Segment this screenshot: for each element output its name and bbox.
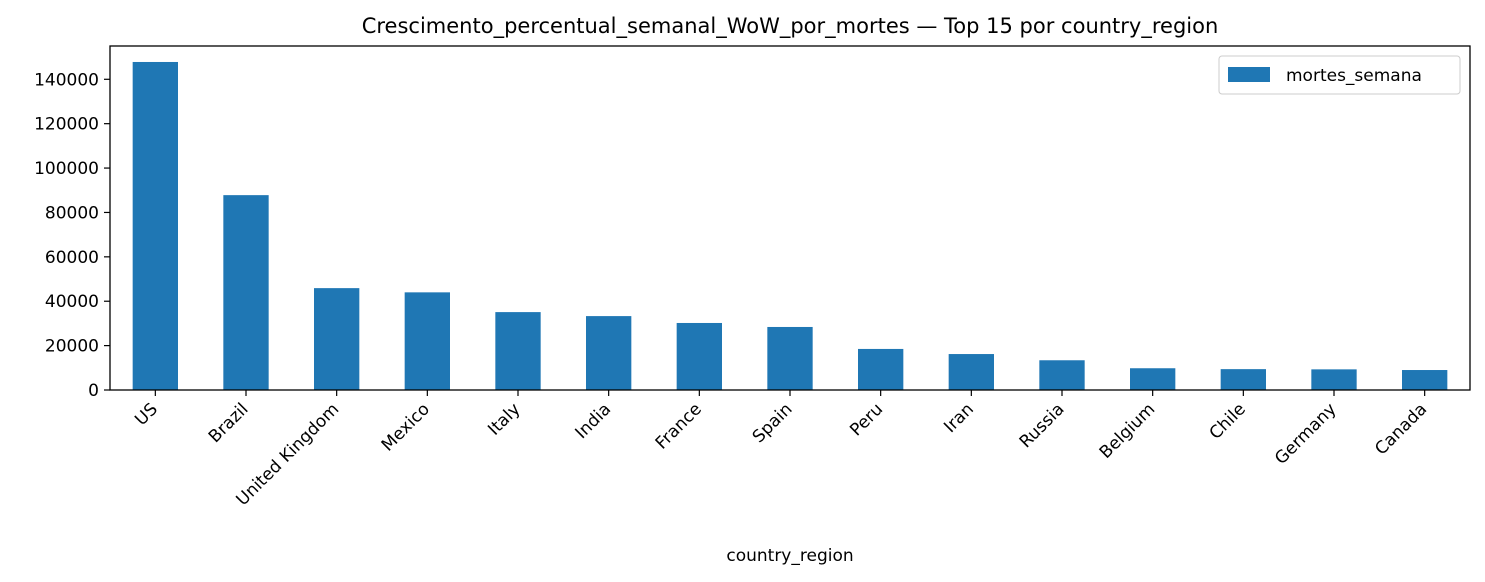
y-tick-label: 20000 [45,337,99,357]
bar-italy [495,312,540,390]
bar-france [677,323,722,390]
x-tick-label: Iran [940,399,978,437]
bar-spain [767,327,812,390]
bar-us [133,62,178,390]
legend-label: mortes_semana [1286,66,1422,86]
x-tick-label: Germany [1271,399,1340,468]
legend-swatch [1228,67,1270,82]
x-tick-label: Belgium [1096,399,1159,462]
bar-mexico [405,292,450,390]
x-tick-label: Italy [484,399,524,439]
x-tick-label: Canada [1371,399,1431,459]
y-tick-label: 60000 [45,248,99,268]
bar-belgium [1130,368,1175,390]
bar-india [586,316,631,390]
x-tick-label: France [652,399,706,453]
x-tick-label: India [572,399,616,443]
bar-iran [949,354,994,390]
bar-peru [858,349,903,390]
y-tick-label: 100000 [34,159,99,179]
bar-russia [1039,360,1084,390]
y-tick-label: 80000 [45,203,99,223]
bar-canada [1402,370,1447,390]
x-tick-label: Russia [1016,399,1069,452]
y-tick-label: 120000 [34,115,99,135]
y-axis: 0 20000 40000 60000 80000 100000 120000 140000 [34,70,110,401]
y-tick-label: 140000 [34,70,99,90]
legend: mortes_semana [1219,56,1460,94]
y-tick-label: 0 [88,381,99,401]
x-tick-label: Spain [749,399,797,447]
bar-germany [1311,369,1356,390]
bars-group [133,62,1448,390]
bar-united-kingdom [314,288,359,390]
y-tick-label: 40000 [45,292,99,312]
x-tick-label: Chile [1206,399,1250,443]
x-tick-label: Mexico [378,399,434,455]
bar-chile [1221,369,1266,390]
x-tick-label: Peru [846,399,887,440]
x-tick-label: US [131,399,162,430]
bar-brazil [223,195,268,390]
chart-title: Crescimento_percentual_semanal_WoW_por_m… [362,14,1219,39]
x-axis-label: country_region [726,546,853,566]
x-tick-label: Brazil [205,399,253,447]
